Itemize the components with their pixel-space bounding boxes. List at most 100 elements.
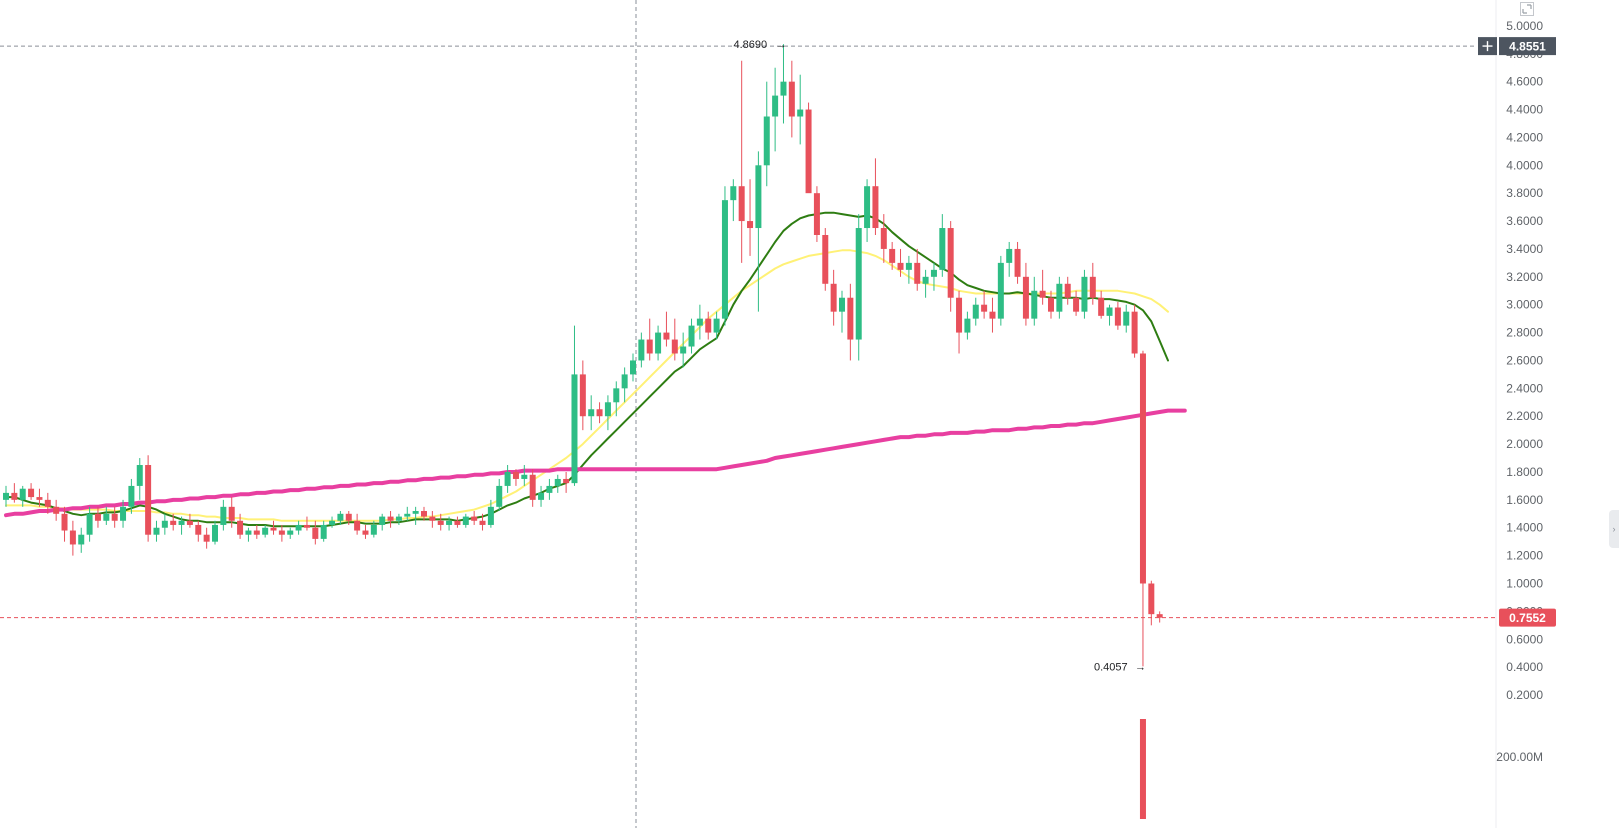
- candle-body: [788, 81, 795, 117]
- y-axis-tick-label: 1.0000: [1506, 577, 1543, 591]
- candle-body: [345, 513, 352, 521]
- candle: [1114, 301, 1121, 330]
- extreme-markers: 4.8690 → 0.4057 →: [733, 39, 1145, 673]
- candle: [989, 297, 996, 333]
- candle: [479, 513, 486, 531]
- candle-body: [329, 520, 336, 525]
- candle-body: [270, 527, 277, 531]
- candle-body: [120, 506, 127, 521]
- y-axis-tick-label: 4.0000: [1506, 158, 1543, 172]
- candle-body: [914, 262, 921, 284]
- candle-body: [813, 193, 820, 235]
- candle: [822, 228, 829, 291]
- arrow-right-icon: →: [775, 39, 786, 51]
- candle-body: [613, 388, 620, 403]
- candle: [170, 513, 177, 531]
- plus-icon[interactable]: [1478, 37, 1497, 56]
- candle-body: [956, 297, 963, 333]
- y-axis-tick-label: 1.8000: [1506, 465, 1543, 479]
- candle: [212, 520, 218, 545]
- candle-body: [421, 511, 427, 517]
- candle: [178, 516, 185, 535]
- candle-body: [1123, 311, 1130, 326]
- candle-body: [395, 516, 402, 521]
- candle: [596, 402, 603, 424]
- candle-body: [1131, 311, 1138, 354]
- candle-body: [1006, 248, 1013, 263]
- candle: [663, 311, 670, 347]
- crash-wick-extension: [1139, 719, 1146, 819]
- y-axis-tick-label: 3.6000: [1506, 214, 1543, 228]
- candle: [872, 158, 879, 235]
- candle: [1064, 276, 1071, 305]
- candle-body: [646, 339, 653, 354]
- candle-body: [538, 492, 545, 500]
- chevron-right-icon[interactable]: ›: [1609, 510, 1619, 548]
- candle: [253, 524, 260, 539]
- candle: [713, 311, 720, 340]
- candle-body: [429, 516, 436, 521]
- candle: [780, 44, 787, 124]
- y-axis-tick-label: 0.2000: [1506, 688, 1543, 702]
- candle-body: [630, 360, 636, 375]
- price-axis: 5.00004.80004.60004.40004.20004.00003.80…: [1495, 0, 1543, 828]
- candle: [529, 469, 536, 507]
- candle: [521, 465, 528, 486]
- candle-body: [997, 262, 1004, 319]
- candle-body: [28, 488, 35, 498]
- candle: [220, 499, 227, 531]
- candle: [11, 483, 18, 503]
- candle: [320, 520, 327, 542]
- candle: [671, 318, 678, 361]
- candle: [1089, 262, 1096, 305]
- candle-body: [680, 346, 687, 354]
- candle-body: [546, 485, 553, 493]
- candle: [855, 214, 862, 361]
- candle-body: [755, 165, 762, 229]
- candle: [94, 506, 101, 528]
- candle-body: [797, 109, 804, 117]
- candle-body: [822, 235, 829, 284]
- y-axis-tick-label: 3.4000: [1506, 242, 1543, 256]
- candle: [195, 520, 202, 542]
- candle: [270, 520, 277, 535]
- y-axis-tick-label: 4.6000: [1506, 75, 1543, 89]
- candle-body: [571, 374, 578, 484]
- candle-body: [922, 276, 929, 284]
- candle: [755, 151, 762, 312]
- candle: [462, 513, 469, 528]
- candle-body: [295, 524, 302, 531]
- candle: [797, 74, 804, 145]
- candle-body: [337, 513, 344, 521]
- candle: [1098, 290, 1105, 319]
- expand-corner-icon[interactable]: [1518, 0, 1536, 18]
- candle: [981, 290, 988, 319]
- candle: [956, 290, 963, 354]
- candle: [487, 499, 494, 528]
- candle-body: [287, 530, 294, 535]
- candle-body: [880, 228, 887, 249]
- candle-body: [855, 228, 862, 340]
- candle-body: [972, 304, 979, 319]
- candle: [446, 516, 453, 531]
- candle: [412, 506, 419, 525]
- candle: [588, 395, 595, 431]
- candle: [830, 269, 837, 326]
- candle-body: [1022, 276, 1029, 319]
- candle: [763, 81, 770, 187]
- candle: [721, 186, 728, 326]
- candle-body: [94, 513, 101, 521]
- candle: [345, 511, 352, 525]
- candle-body: [145, 465, 152, 535]
- candle: [922, 269, 929, 298]
- y-axis-tick-label: 5.0000: [1506, 19, 1543, 33]
- candle: [287, 527, 294, 539]
- candle: [471, 511, 478, 525]
- candle-body: [872, 186, 879, 229]
- candle: [905, 255, 912, 284]
- candle-body: [1139, 353, 1146, 584]
- candle-body: [1073, 297, 1080, 312]
- y-axis-tick-label: 1.4000: [1506, 521, 1543, 535]
